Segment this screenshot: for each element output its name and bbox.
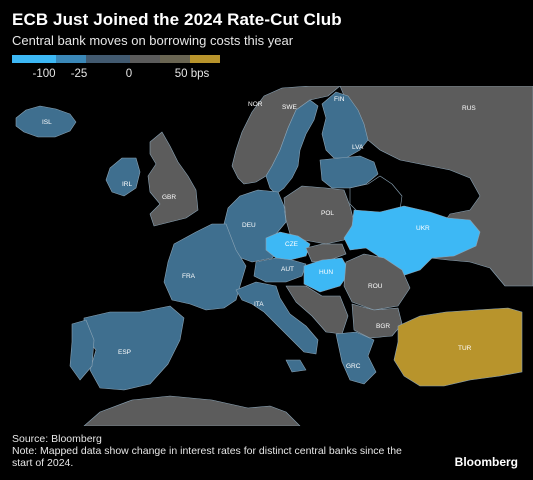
country-ukr — [343, 205, 481, 277]
country-lva — [319, 155, 379, 189]
country-ita-sicily — [285, 359, 307, 373]
country-fin — [321, 91, 369, 159]
country-blr — [349, 175, 403, 215]
note-text: Note: Mapped data show change in interes… — [12, 445, 402, 469]
country-label: DEU — [242, 222, 256, 229]
country-label: GBR — [162, 194, 176, 201]
country-label: LVA — [352, 144, 364, 151]
country-label: ESP — [118, 349, 131, 356]
country-tur — [393, 307, 523, 387]
country-irl — [105, 157, 141, 197]
country-prt — [69, 319, 95, 381]
country-label: GRC — [346, 363, 361, 370]
country-grc — [335, 331, 377, 385]
country-label: BGR — [376, 323, 390, 330]
country-swe — [265, 99, 319, 195]
country-label: RUS — [462, 105, 476, 112]
legend-tick-label: 50 bps — [174, 68, 210, 80]
legend-tick-label: 0 — [125, 68, 133, 80]
country-label: UKR — [416, 225, 430, 232]
legend-bin-hike — [160, 55, 190, 63]
country-label: POL — [321, 210, 334, 217]
country-svk — [305, 243, 347, 263]
legend-bin-small-hike — [130, 55, 160, 63]
legend-bin-cut — [56, 55, 86, 63]
source-text: Source: Bloomberg — [12, 433, 102, 445]
country-label: FRA — [182, 273, 196, 280]
legend: -100 -25 0 50 bps — [12, 55, 222, 85]
country-label: ISL — [42, 119, 52, 126]
country-isl — [15, 105, 77, 138]
europe-map: ISL NOR SWE FIN RUS LVA IRL GBR DEU POL … — [15, 86, 533, 426]
legend-bin-small-cut — [86, 55, 130, 63]
country-label: IRL — [122, 181, 133, 188]
legend-bin-strong-hike — [190, 55, 220, 63]
country-label: HUN — [319, 269, 333, 276]
chart-title: ECB Just Joined the 2024 Rate-Cut Club — [12, 10, 342, 29]
north-africa-landmass — [83, 395, 301, 426]
country-fra — [163, 223, 247, 311]
country-label: CZE — [285, 241, 299, 248]
chart-subtitle: Central bank moves on borrowing costs th… — [12, 33, 294, 48]
bloomberg-logo: Bloomberg — [454, 455, 518, 469]
country-label: FIN — [334, 96, 345, 103]
country-bgr — [351, 303, 403, 339]
legend-bin-strong-cut — [12, 55, 56, 63]
country-ita — [235, 281, 319, 355]
country-cze — [265, 231, 311, 261]
country-label: ITA — [254, 301, 264, 308]
country-labels: ISL NOR SWE FIN RUS LVA IRL GBR DEU POL … — [42, 96, 476, 370]
country-rou — [343, 253, 411, 311]
legend-tick-label: -100 — [32, 68, 56, 80]
country-gbr — [147, 131, 199, 227]
country-label: TUR — [458, 345, 472, 352]
country-aut — [253, 257, 307, 283]
country-label: AUT — [281, 266, 294, 273]
country-label: ROU — [368, 283, 383, 290]
country-label: SWE — [282, 104, 297, 111]
country-esp — [83, 305, 185, 391]
legend-tick-label: -25 — [70, 68, 88, 80]
country-label: NOR — [248, 101, 263, 108]
country-balkans — [285, 285, 349, 335]
